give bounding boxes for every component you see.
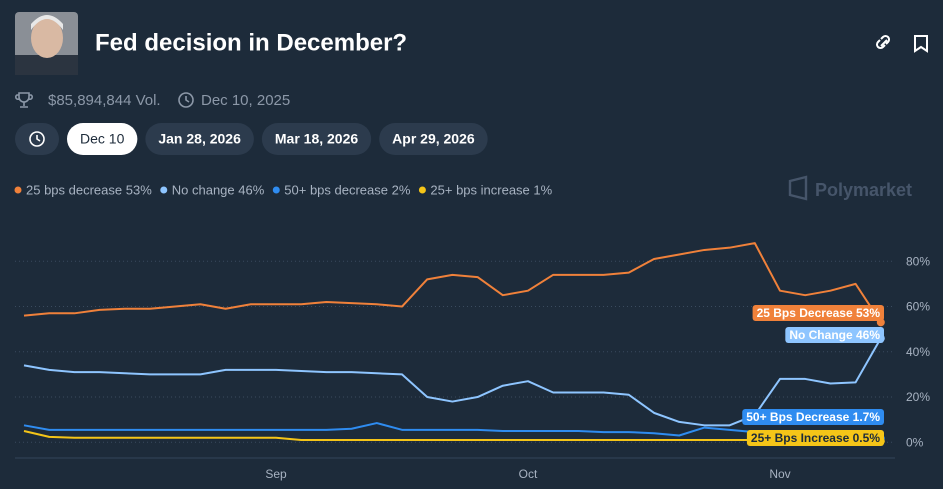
end-label-text: No Change 46% (789, 328, 880, 342)
end-label: 50+ Bps Decrease 1.7% (742, 409, 884, 425)
end-date: Dec 10, 2025 (201, 92, 290, 109)
end-label-box (785, 327, 884, 343)
legend-label: 50+ bps decrease 2% (284, 182, 411, 197)
share-link-icon[interactable] (875, 34, 891, 50)
series-line (23, 430, 881, 443)
legend-label: 25 bps decrease 53% (26, 182, 152, 197)
x-tick-label: Oct (519, 467, 538, 481)
series-line (23, 242, 882, 323)
end-label-box (752, 305, 884, 321)
tab-label: Apr 29, 2026 (392, 131, 475, 147)
tab-background (261, 123, 372, 155)
end-label: 25 Bps Decrease 53% (752, 305, 884, 321)
end-label-box (742, 409, 884, 425)
legend-dot (160, 186, 168, 194)
y-tick-label: 0% (906, 435, 924, 449)
tab-background (379, 123, 488, 155)
x-tick-label: Nov (769, 467, 790, 481)
history-button[interactable] (15, 123, 59, 155)
y-tick-label: 40% (906, 345, 930, 359)
y-tick-label: 20% (906, 390, 930, 404)
series-line (23, 422, 881, 440)
brand-watermark: Polymarket (788, 175, 912, 201)
volume: $85,894,844 Vol. (48, 92, 161, 109)
y-tick-label: 80% (906, 254, 930, 268)
x-tick-label: Sep (265, 467, 287, 481)
series-line (23, 337, 882, 427)
end-label-text: 50+ Bps Decrease 1.7% (746, 410, 880, 424)
avatar (15, 12, 78, 75)
title: Fed decision in December? (95, 29, 407, 56)
clock-icon (178, 92, 194, 108)
end-label-text: 25 Bps Decrease 53% (757, 306, 881, 320)
bookmark-icon[interactable] (914, 35, 928, 53)
tab[interactable]: Jan 28, 2026 (145, 123, 254, 155)
end-label-box (746, 430, 884, 446)
end-label-text: 25+ Bps Increase 0.5% (751, 431, 880, 445)
tab[interactable]: Dec 10 (67, 123, 138, 155)
y-tick-label: 60% (906, 300, 930, 314)
brand: Polymarket (815, 180, 912, 200)
legend-label: No change 46% (172, 182, 265, 197)
tab-background (145, 123, 254, 155)
end-label: 25+ Bps Increase 0.5% (746, 430, 884, 446)
legend-dot (272, 186, 280, 194)
legend-dot (418, 186, 426, 194)
trophy-icon (14, 92, 34, 108)
tab-label: Mar 18, 2026 (275, 131, 358, 147)
tab[interactable]: Apr 29, 2026 (379, 123, 488, 155)
tab-label: Dec 10 (80, 131, 125, 147)
end-label: No Change 46% (785, 327, 884, 343)
legend-dot (14, 186, 22, 194)
tab-label: Jan 28, 2026 (158, 131, 241, 147)
tab[interactable]: Mar 18, 2026 (261, 123, 372, 155)
tab-background (67, 123, 138, 155)
legend-label: 25+ bps increase 1% (430, 182, 552, 197)
